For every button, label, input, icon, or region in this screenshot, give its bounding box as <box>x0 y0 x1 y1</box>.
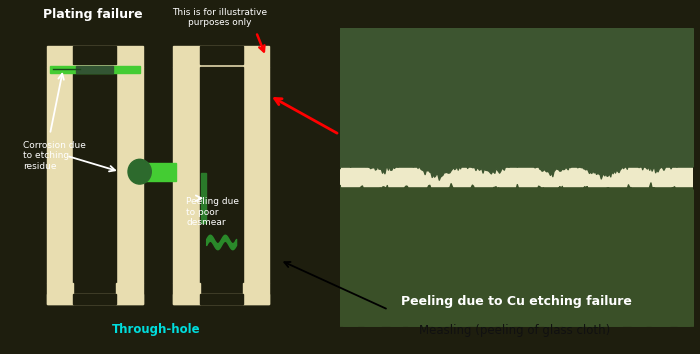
Text: Corrosion due
to etching
residue: Corrosion due to etching residue <box>23 141 86 171</box>
Text: Peeling due to Cu etching failure: Peeling due to Cu etching failure <box>401 295 631 308</box>
Bar <box>243 283 270 304</box>
Bar <box>340 28 693 168</box>
Bar <box>46 294 143 304</box>
Bar <box>50 66 140 73</box>
Text: Through-hole: Through-hole <box>112 323 201 336</box>
Bar <box>199 46 243 64</box>
Bar <box>173 283 200 304</box>
Text: Plating failure: Plating failure <box>43 8 143 21</box>
Bar <box>46 283 74 304</box>
Bar <box>116 67 143 283</box>
Bar <box>46 67 74 283</box>
Bar <box>199 67 243 283</box>
Bar <box>74 67 116 283</box>
Text: Measling (peeling of glass cloth): Measling (peeling of glass cloth) <box>419 325 610 337</box>
Bar <box>340 168 693 186</box>
Bar <box>173 67 200 283</box>
Text: This is for illustrative
purposes only: This is for illustrative purposes only <box>172 8 267 27</box>
Bar <box>74 46 116 64</box>
Text: Peeling due
to poor
desmear: Peeling due to poor desmear <box>186 198 239 227</box>
Circle shape <box>128 159 151 184</box>
Bar <box>173 294 270 304</box>
Bar <box>140 163 176 181</box>
Bar <box>340 186 693 326</box>
Bar <box>76 66 113 73</box>
Bar <box>201 173 206 223</box>
Bar <box>243 67 270 283</box>
Bar <box>116 283 143 304</box>
Bar <box>173 46 270 67</box>
Bar <box>74 294 116 304</box>
Bar <box>199 294 243 304</box>
Bar <box>46 46 143 67</box>
